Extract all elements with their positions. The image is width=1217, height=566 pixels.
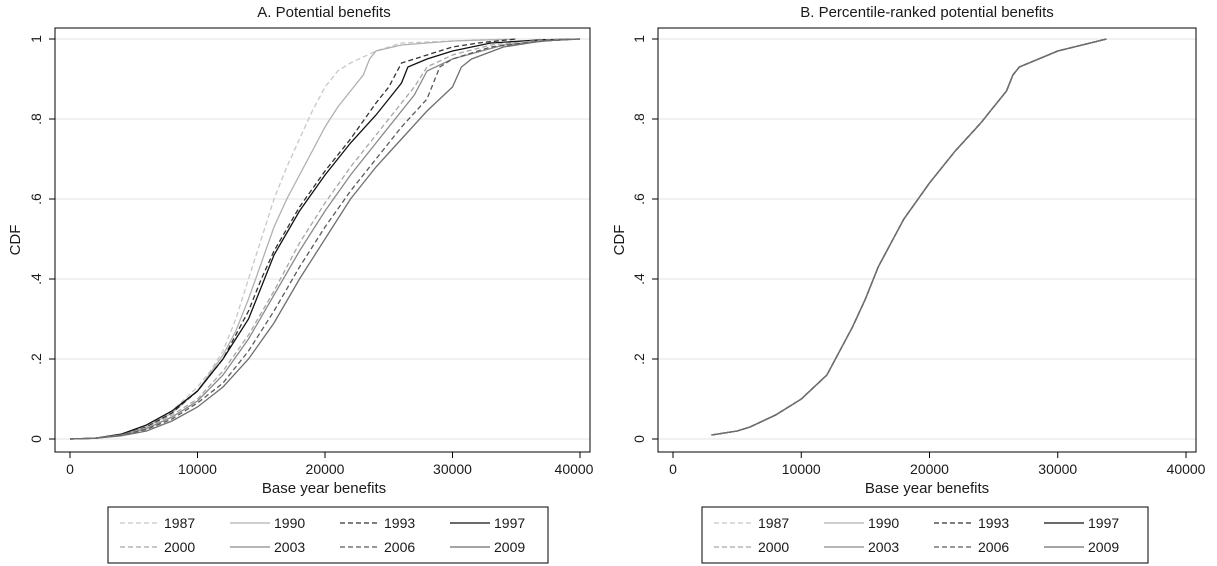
legend-box: [701, 506, 1149, 564]
y-tick-label-3: .6: [631, 193, 647, 205]
panel-b: B. Percentile-ranked potential benefits …: [611, 4, 1206, 564]
legend-label-1997: 1997: [494, 515, 525, 531]
series-line-1990: [69, 38, 517, 440]
legend-label-2000: 2000: [164, 539, 195, 555]
legend-label-2003: 2003: [274, 539, 305, 555]
x-tick-label-4: 40000: [555, 461, 594, 477]
series-line-2006: [69, 38, 581, 440]
legend-label-1993: 1993: [384, 515, 415, 531]
panel-a-xlabel: Base year benefits: [262, 480, 386, 497]
y-tick-label-2: .4: [28, 273, 44, 285]
x-tick-label-2: 20000: [910, 461, 949, 477]
series-line-1997: [69, 38, 581, 440]
legend-label-1990: 1990: [868, 515, 899, 531]
series-line-2009: [69, 38, 581, 440]
panel-a: A. Potential benefits CDF Base year bene…: [7, 4, 594, 564]
legend-label-1990: 1990: [274, 515, 305, 531]
legend-label-2009: 2009: [494, 539, 525, 555]
series-line-1987: [711, 38, 1107, 436]
x-tick-label-1: 10000: [782, 461, 821, 477]
panel-a-title: A. Potential benefits: [257, 4, 390, 21]
x-tick-label-0: 0: [669, 461, 677, 477]
plot-frame: [54, 27, 591, 453]
series-line-1993: [711, 38, 1107, 436]
legend-label-2006: 2006: [384, 539, 415, 555]
series-line-1997: [711, 38, 1107, 436]
plot-frame: [657, 27, 1197, 453]
series-line-2009: [711, 38, 1107, 436]
panel-b-title: B. Percentile-ranked potential benefits: [800, 4, 1053, 21]
legend-label-1997: 1997: [1088, 515, 1119, 531]
y-tick-label-5: 1: [631, 35, 647, 43]
y-tick-label-0: 0: [28, 435, 44, 443]
legend-label-1987: 1987: [164, 515, 195, 531]
y-tick-label-1: .2: [28, 353, 44, 365]
panel-b-xlabel: Base year benefits: [865, 480, 989, 497]
panel-b-legend: 1987 1990 1993 1997 2000 2003 2006 2009: [701, 506, 1149, 564]
x-tick-label-2: 20000: [306, 461, 345, 477]
series-line-2000: [69, 38, 581, 440]
series-line-1993: [69, 38, 517, 440]
legend-label-2003: 2003: [868, 539, 899, 555]
y-tick-label-3: .6: [28, 193, 44, 205]
series-line-2000: [711, 38, 1107, 436]
series-line-1990: [711, 38, 1107, 436]
panel-b-ylabel: CDF: [611, 225, 628, 256]
panel-a-legend: 1987 1990 1993 1997 2000 2003 2006 2009: [107, 506, 549, 564]
legend-label-2009: 2009: [1088, 539, 1119, 555]
x-tick-label-4: 40000: [1167, 461, 1206, 477]
legend-box: [107, 506, 549, 564]
y-tick-label-5: 1: [28, 35, 44, 43]
panel-a-ylabel: CDF: [7, 225, 24, 256]
series-line-2003: [711, 38, 1107, 436]
y-tick-label-1: .2: [631, 353, 647, 365]
legend-label-1987: 1987: [758, 515, 789, 531]
x-tick-label-0: 0: [66, 461, 74, 477]
y-tick-label-0: 0: [631, 435, 647, 443]
x-tick-label-1: 10000: [178, 461, 217, 477]
y-tick-label-4: .8: [28, 113, 44, 125]
y-tick-label-2: .4: [631, 273, 647, 285]
series-line-2006: [711, 38, 1107, 436]
legend-label-2000: 2000: [758, 539, 789, 555]
y-tick-label-4: .8: [631, 113, 647, 125]
x-tick-label-3: 30000: [433, 461, 472, 477]
x-tick-label-3: 30000: [1038, 461, 1077, 477]
series-line-1987: [69, 38, 504, 440]
legend-label-2006: 2006: [978, 539, 1009, 555]
legend-label-1993: 1993: [978, 515, 1009, 531]
